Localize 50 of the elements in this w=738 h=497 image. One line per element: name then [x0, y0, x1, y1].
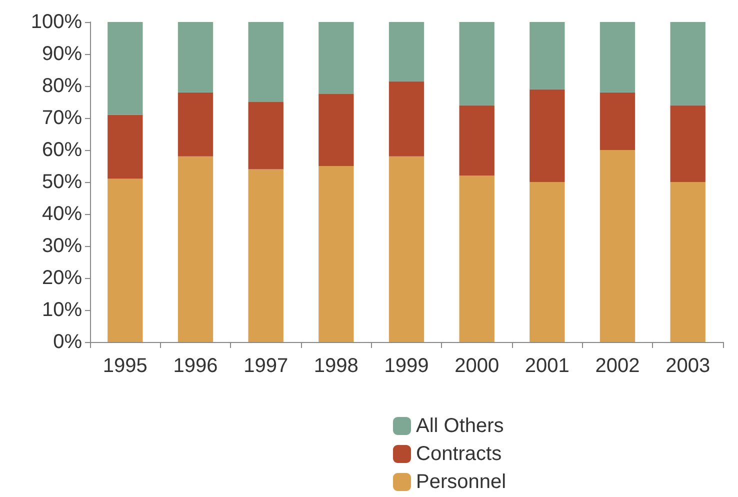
y-tick-label: 40% — [42, 203, 82, 225]
bar — [178, 92, 214, 156]
bar — [318, 22, 354, 94]
x-tick-label: 2003 — [666, 355, 710, 377]
bar — [600, 92, 636, 150]
x-tick-label: 1996 — [173, 355, 218, 377]
bar — [248, 102, 284, 170]
bar — [108, 22, 143, 115]
y-tick-label: 20% — [42, 267, 82, 289]
y-tick-label: 30% — [42, 235, 82, 257]
legend-label: All Others — [416, 415, 504, 437]
x-tick-label: 1999 — [384, 355, 429, 377]
bar — [459, 105, 494, 176]
bar — [318, 166, 354, 342]
bar — [600, 22, 636, 92]
x-tick-label: 2002 — [595, 355, 640, 377]
x-tick-label: 2001 — [524, 355, 570, 377]
bar — [178, 22, 214, 92]
bar — [388, 156, 424, 342]
bar — [670, 182, 706, 342]
bar — [600, 150, 636, 342]
y-tick-label: 10% — [42, 299, 82, 321]
bar — [108, 178, 143, 342]
bar — [459, 22, 494, 106]
bar — [108, 114, 143, 179]
y-tick-label: 60% — [42, 139, 82, 161]
legend-label: Contracts — [416, 443, 502, 465]
bar — [459, 176, 494, 342]
bar — [248, 22, 284, 102]
y-tick-label: 50% — [42, 171, 82, 193]
bar — [530, 22, 565, 90]
x-tick-label: 1998 — [314, 355, 358, 377]
bar — [388, 81, 424, 156]
bar — [530, 182, 565, 342]
x-tick-label: 1995 — [102, 355, 148, 377]
bar — [388, 22, 424, 82]
bar — [670, 105, 706, 182]
x-tick-label: 1997 — [244, 355, 288, 377]
legend-label: Personnel — [416, 471, 506, 493]
y-tick-label: 70% — [42, 107, 82, 129]
x-tick-label: 2000 — [454, 355, 500, 377]
bar — [318, 94, 354, 166]
bar — [178, 156, 214, 342]
y-tick-label: 0% — [53, 331, 82, 353]
y-tick-label: 100% — [30, 11, 82, 33]
bar — [248, 169, 284, 342]
y-tick-label: 90% — [42, 43, 82, 65]
bar — [670, 22, 706, 106]
y-tick-label: 80% — [42, 75, 82, 97]
bar — [530, 89, 565, 182]
